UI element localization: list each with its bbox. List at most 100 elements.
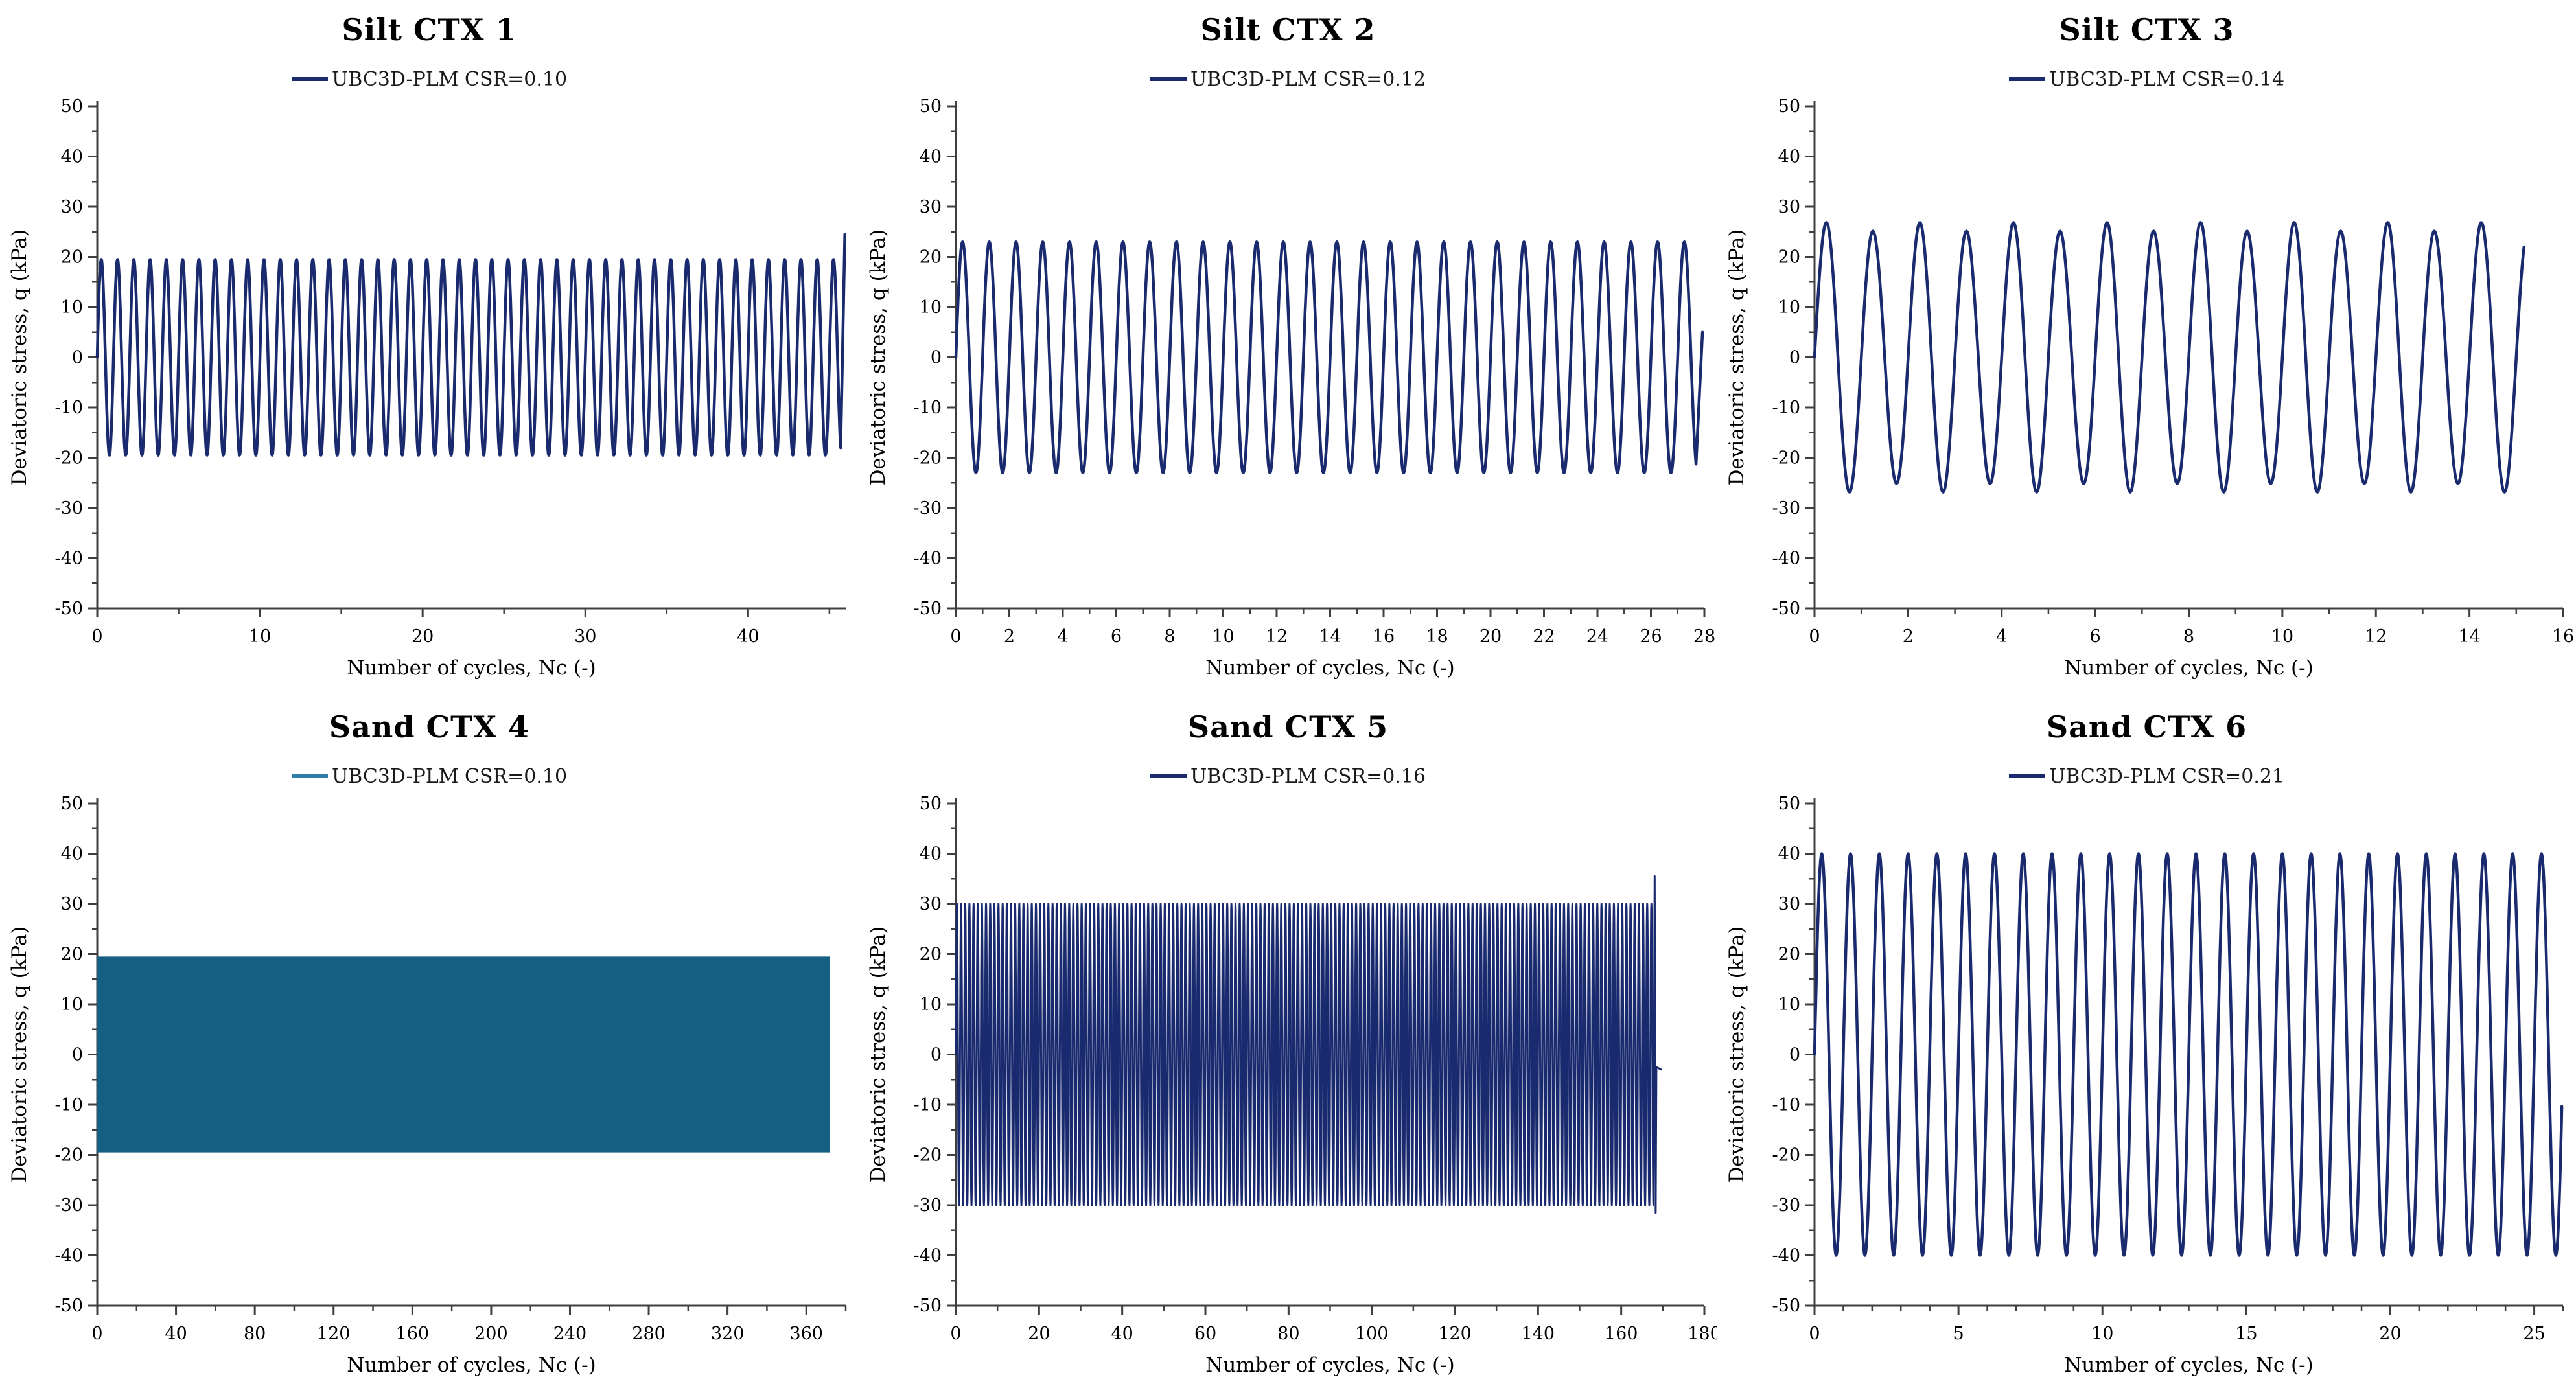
x-tick-label: 10 bbox=[249, 627, 271, 647]
y-tick-label: 50 bbox=[920, 97, 942, 117]
y-tick-label: -30 bbox=[55, 498, 83, 518]
x-tick-label: 80 bbox=[244, 1324, 266, 1344]
x-tick-label: 28 bbox=[1693, 627, 1715, 647]
panel-silt-ctx-2: Silt CTX 2 UBC3D-PLM CSR=0.12 -50 -40 -30 -… bbox=[859, 0, 1717, 697]
y-tick-label: 0 bbox=[1789, 348, 1800, 368]
y-tick-label: -50 bbox=[1772, 599, 1800, 619]
x-tick-label: 20 bbox=[1028, 1324, 1050, 1344]
y-tick-label: 30 bbox=[920, 894, 942, 914]
legend: UBC3D-PLM CSR=0.21 bbox=[1717, 762, 2576, 790]
x-tick-label: 12 bbox=[1266, 627, 1288, 647]
y-tick-label: -50 bbox=[914, 599, 942, 619]
y-tick-label: -30 bbox=[914, 498, 942, 518]
x-tick-label: 120 bbox=[1438, 1324, 1472, 1344]
legend: UBC3D-PLM CSR=0.12 bbox=[859, 65, 1717, 93]
x-tick-label: 0 bbox=[91, 627, 102, 647]
x-tick-label: 4 bbox=[1996, 627, 2007, 647]
chart-canvas: -50 -40 -30 -20 -10 0 10 20 30 40 50 0 2 4 6 8 10 12 14 16 N… bbox=[1725, 97, 2574, 680]
x-tick-label: 12 bbox=[2365, 627, 2387, 647]
x-tick-label: 160 bbox=[396, 1324, 430, 1344]
legend-line-swatch bbox=[1150, 77, 1187, 81]
x-tick-label: 2 bbox=[1903, 627, 1914, 647]
legend-label: UBC3D-PLM CSR=0.12 bbox=[1190, 67, 1426, 91]
series-band bbox=[97, 956, 830, 1153]
x-tick-label: 6 bbox=[2090, 627, 2101, 647]
y-tick-label: 20 bbox=[1778, 248, 1800, 268]
y-tick-label: -20 bbox=[1772, 448, 1800, 468]
y-tick-label: 40 bbox=[920, 147, 942, 167]
y-tick-label: -50 bbox=[55, 1296, 83, 1316]
chart-canvas: -50 -40 -30 -20 -10 0 10 20 30 40 50 0 5 10 15 20 25 Numb… bbox=[1725, 794, 2564, 1377]
x-tick-label: 200 bbox=[474, 1324, 508, 1344]
y-tick-label: 0 bbox=[931, 1045, 942, 1065]
y-tick-label: 30 bbox=[1778, 197, 1800, 217]
y-tick-label: 50 bbox=[1778, 97, 1800, 117]
series-path bbox=[1813, 852, 2564, 1257]
legend-line-swatch bbox=[291, 77, 328, 81]
series-path bbox=[95, 233, 846, 457]
x-tick-label: 20 bbox=[412, 627, 434, 647]
x-tick-label: 0 bbox=[1809, 627, 1820, 647]
x-tick-label: 14 bbox=[1319, 627, 1341, 647]
x-tick-label: 10 bbox=[1212, 627, 1234, 647]
legend-line-swatch bbox=[291, 774, 328, 778]
legend-label: UBC3D-PLM CSR=0.14 bbox=[2048, 67, 2285, 91]
chart-title: Silt CTX 3 bbox=[2059, 12, 2234, 47]
y-tick-label: -40 bbox=[914, 549, 942, 569]
x-tick-label: 20 bbox=[1479, 627, 1502, 647]
y-tick-label: -40 bbox=[55, 549, 83, 569]
x-tick-label: 0 bbox=[1809, 1324, 1820, 1344]
y-tick-label: 30 bbox=[920, 197, 942, 217]
x-tick-label: 16 bbox=[2552, 627, 2574, 647]
legend-label: UBC3D-PLM CSR=0.10 bbox=[331, 765, 568, 788]
y-tick-label: -10 bbox=[914, 398, 942, 418]
x-tick-label: 0 bbox=[91, 1324, 102, 1344]
x-tick-label: 280 bbox=[632, 1324, 666, 1344]
x-tick-label: 0 bbox=[950, 627, 961, 647]
x-tick-label: 30 bbox=[574, 627, 596, 647]
y-axis-label: Deviatoric stress, q (kPa) bbox=[866, 229, 890, 486]
y-axis-label: Deviatoric stress, q (kPa) bbox=[8, 229, 31, 486]
legend: UBC3D-PLM CSR=0.16 bbox=[859, 762, 1717, 790]
y-axis-label: Deviatoric stress, q (kPa) bbox=[8, 927, 31, 1183]
y-tick-label: 50 bbox=[61, 794, 83, 814]
y-tick-label: 50 bbox=[61, 97, 83, 117]
x-tick-label: 80 bbox=[1277, 1324, 1299, 1344]
x-axis-label: Number of cycles, Nc (-) bbox=[2064, 656, 2313, 680]
x-tick-label: 40 bbox=[1111, 1324, 1133, 1344]
y-tick-label: 40 bbox=[61, 844, 83, 864]
x-tick-label: 5 bbox=[1953, 1324, 1964, 1344]
legend-line-swatch bbox=[1150, 774, 1187, 778]
y-tick-label: 50 bbox=[920, 794, 942, 814]
y-tick-label: 10 bbox=[61, 297, 83, 317]
x-tick-label: 15 bbox=[2235, 1324, 2257, 1344]
legend-label: UBC3D-PLM CSR=0.16 bbox=[1190, 765, 1426, 788]
y-axis-label: Deviatoric stress, q (kPa) bbox=[1725, 927, 1748, 1183]
y-tick-label: -10 bbox=[1772, 1095, 1800, 1115]
chart-title: Sand CTX 5 bbox=[1187, 709, 1389, 744]
y-tick-label: -20 bbox=[55, 1146, 83, 1166]
y-tick-label: -50 bbox=[1772, 1296, 1800, 1316]
x-tick-label: 2 bbox=[1004, 627, 1015, 647]
x-tick-label: 10 bbox=[2271, 627, 2293, 647]
y-tick-label: 40 bbox=[61, 147, 83, 167]
y-tick-label: 40 bbox=[1778, 147, 1800, 167]
x-tick-label: 40 bbox=[165, 1324, 187, 1344]
x-tick-label: 16 bbox=[1373, 627, 1395, 647]
y-tick-label: 20 bbox=[61, 945, 83, 965]
y-tick-label: -50 bbox=[55, 599, 83, 619]
legend: UBC3D-PLM CSR=0.14 bbox=[1717, 65, 2576, 93]
y-tick-label: -10 bbox=[914, 1095, 942, 1115]
y-tick-label: 50 bbox=[1778, 794, 1800, 814]
y-tick-label: 0 bbox=[931, 348, 942, 368]
panel-sand-ctx-6: Sand CTX 6 UBC3D-PLM CSR=0.21 -50 -40 -30-… bbox=[1717, 697, 2576, 1394]
y-tick-label: 30 bbox=[1778, 894, 1800, 914]
x-axis-label: Number of cycles, Nc (-) bbox=[347, 1354, 596, 1377]
y-tick-label: 10 bbox=[61, 995, 83, 1015]
panel-sand-ctx-4: Sand CTX 4 UBC3D-PLM CSR=0.10 -50 -40 -30-… bbox=[0, 697, 859, 1394]
chart-canvas: -50 -40 -30 -20 -10 0 10 20 30 40 50 0 40 80 120 160 200… bbox=[8, 794, 847, 1377]
y-tick-label: -10 bbox=[1772, 398, 1800, 418]
x-tick-label: 24 bbox=[1586, 627, 1608, 647]
y-tick-label: 0 bbox=[72, 348, 83, 368]
